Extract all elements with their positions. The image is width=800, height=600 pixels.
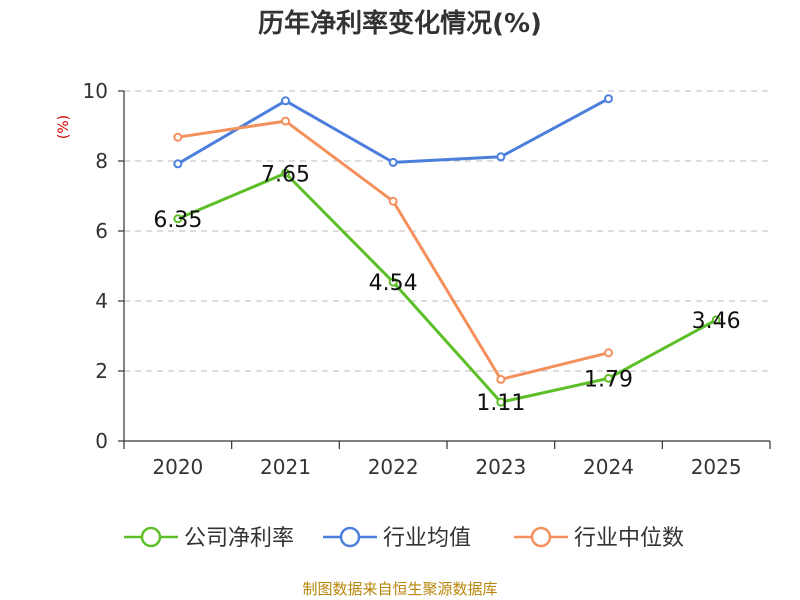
- series-line-2: [177, 97, 610, 166]
- x-tick-label: 2025: [691, 455, 742, 479]
- series-2-point: [173, 159, 183, 169]
- y-tick-label: 0: [95, 429, 108, 453]
- legend-marker-icon: [530, 526, 552, 548]
- source-note: 制图数据来自恒生聚源数据库: [302, 580, 497, 598]
- legend-item-3: 行业中位数: [514, 526, 684, 551]
- series-3-point: [173, 132, 183, 142]
- data-label: 1.11: [476, 391, 525, 416]
- legend-marker-icon: [140, 526, 162, 548]
- legend-item-2: 行业均值: [323, 526, 471, 551]
- x-tick-label: 2020: [152, 455, 203, 479]
- data-labels: 6.35 7.65 4.54 1.11 1.79 3.46: [153, 162, 740, 416]
- y-tick-label: 6: [95, 219, 108, 243]
- series-1-point: [604, 373, 613, 383]
- series-3-point: [496, 374, 506, 384]
- legend-label: 行业中位数: [574, 526, 684, 551]
- series-1-point: [711, 315, 721, 325]
- series-3-point: [604, 348, 613, 358]
- y-tick-label: 8: [95, 149, 108, 173]
- series-2-point: [496, 152, 506, 162]
- y-tick-label: 4: [95, 289, 108, 313]
- chart-title: 历年净利率变化情况(%): [258, 8, 542, 39]
- series-2-point: [604, 94, 613, 104]
- legend-label: 行业均值: [383, 526, 471, 551]
- y-axis-unit-label: (%): [56, 115, 72, 139]
- series-2-point: [281, 96, 290, 106]
- legend-marker-icon: [339, 526, 361, 548]
- axes: 0 2 4 6 8 10 2020 2021 2022 2023 2024 2025: [83, 79, 771, 479]
- series-3-point: [281, 116, 290, 126]
- grid-lines: [124, 90, 770, 372]
- series-1-point: [281, 168, 290, 178]
- legend-label: 公司净利率: [184, 526, 294, 551]
- x-tick-label: 2023: [475, 455, 526, 479]
- series-3-point: [388, 196, 398, 206]
- x-tick-label: 2024: [583, 455, 634, 479]
- y-tick-label: 2: [95, 359, 108, 383]
- data-label: 4.54: [369, 271, 418, 296]
- data-label: 3.46: [692, 309, 741, 334]
- data-label: 6.35: [153, 208, 202, 233]
- data-label: 7.65: [261, 162, 310, 187]
- series-lines: [173, 94, 721, 407]
- legend-item-1: 公司净利率: [124, 526, 294, 551]
- series-1-point: [173, 214, 183, 224]
- series-2-point: [388, 157, 398, 167]
- legend: 公司净利率 行业均值 行业中位数: [124, 526, 684, 551]
- series-1-point: [388, 277, 398, 287]
- y-tick-label: 10: [83, 79, 108, 103]
- series-1-point: [496, 397, 506, 407]
- series-line-1: [177, 171, 717, 404]
- x-tick-label: 2021: [260, 455, 311, 479]
- data-label: 1.79: [584, 367, 633, 392]
- x-tick-label: 2022: [368, 455, 419, 479]
